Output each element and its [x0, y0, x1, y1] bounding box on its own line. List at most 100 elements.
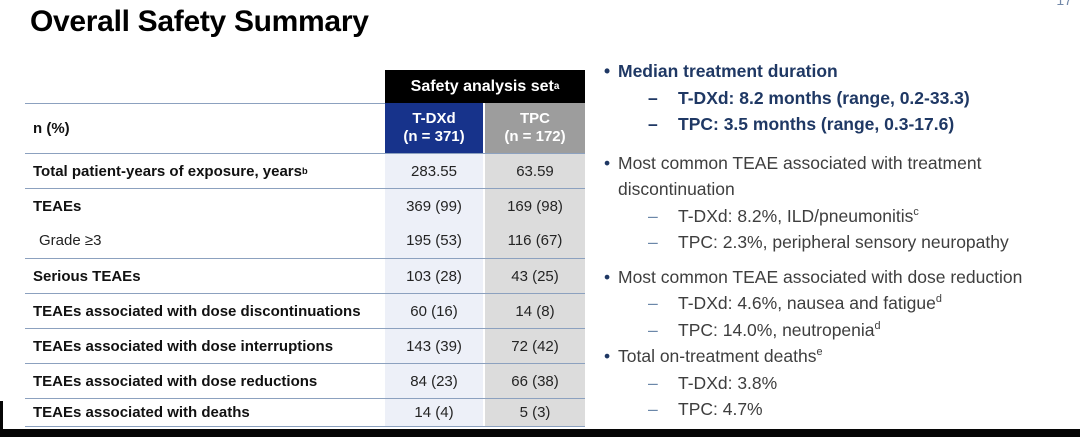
span-header-text: Safety analysis set: [410, 77, 554, 95]
sub-bullet: – TPC: 14.0%, neutropeniad: [604, 317, 1072, 344]
bullet-group-on-treatment-deaths: • Total on-treatment deathse – T-DXd: 3.…: [604, 343, 1072, 423]
cell-tpc: 72 (42): [483, 329, 585, 363]
sub-text: T-DXd: 8.2%, ILD/pneumonitis: [678, 205, 914, 226]
sub-bullet-text: TPC: 14.0%, neutropeniad: [678, 317, 881, 344]
sub-text: T-DXd: 4.6%, nausea and fatigue: [678, 293, 936, 313]
sub-bullet: – TPC: 2.3%, peripheral sensory neuropat…: [604, 229, 1072, 256]
cell-tpc: 66 (38): [483, 364, 585, 398]
dash-icon: –: [648, 319, 658, 340]
bullet-text: Most common TEAE associated with dose re…: [618, 266, 1023, 287]
sub-text: TPC: 14.0%, neutropenia: [678, 319, 875, 340]
cell-tdxd: 143 (39): [385, 329, 483, 363]
table-row: TEAEs 369 (99) 169 (98): [25, 188, 585, 223]
sub-bullet-text: T-DXd: 8.2%, ILD/pneumonitisc: [678, 203, 919, 230]
cell-tdxd: 84 (23): [385, 364, 483, 398]
sub-bullet-text: T-DXd: 4.6%, nausea and fatigued: [678, 290, 942, 317]
bullet-text: Total on-treatment deaths: [618, 346, 817, 366]
sub-bullet: – T-DXd: 8.2%, ILD/pneumonitisc: [604, 203, 1072, 230]
bullet-group-teae-discontinuation: • Most common TEAE associated with treat…: [604, 150, 1072, 256]
bullet-text: Most common TEAE associated with treatme…: [618, 152, 982, 200]
table-header-row: n (%) T-DXd (n = 371) TPC (n = 172): [25, 103, 585, 153]
cell-tpc: 116 (67): [483, 223, 585, 258]
sub-bullet-text: TPC: 2.3%, peripheral sensory neuropathy: [678, 229, 1009, 256]
cell-tdxd: 283.55: [385, 154, 483, 188]
sub-footnote: d: [935, 293, 942, 306]
dash-icon: –: [648, 205, 658, 226]
bullet-head: • Total on-treatment deathse: [604, 343, 1072, 370]
cell-tpc: 63.59: [483, 154, 585, 188]
table-row: TEAEs associated with dose interruptions…: [25, 328, 585, 363]
sub-bullet: – TPC: 3.5 months (range, 0.3-17.6): [604, 111, 1072, 138]
sub-bullet: – TPC: 4.7%: [604, 396, 1072, 423]
cell-tpc: 5 (3): [483, 399, 585, 426]
bullet-group-treatment-duration: • Median treatment duration – T-DXd: 8.2…: [604, 58, 1072, 138]
summary-bullets: • Median treatment duration – T-DXd: 8.2…: [604, 58, 1072, 423]
dash-icon: –: [648, 114, 658, 134]
column-n: (n = 172): [504, 128, 566, 145]
row-label-text: Serious TEAEs: [33, 267, 141, 285]
bullet-head-text: Most common TEAE associated with treatme…: [618, 150, 1072, 203]
table-row: Total patient-years of exposure, years b …: [25, 153, 585, 188]
column-name: TPC: [520, 110, 550, 127]
dash-icon: –: [648, 87, 658, 108]
bullet-group-teae-dose-reduction: • Most common TEAE associated with dose …: [604, 264, 1072, 344]
column-name: T-DXd: [412, 110, 456, 127]
row-label: Total patient-years of exposure, years b: [33, 162, 308, 180]
table-span-header: Safety analysis set a: [385, 70, 585, 103]
row-label-text: TEAEs associated with dose reductions: [33, 372, 318, 390]
slide-page-number: 17: [1056, 0, 1072, 8]
row-label: TEAEs associated with deaths: [25, 399, 385, 426]
sub-bullet: – T-DXd: 8.2 months (range, 0.2-33.3): [604, 85, 1072, 112]
sub-footnote: c: [913, 205, 919, 218]
dash-icon: –: [648, 232, 658, 252]
bullet-head-text: Median treatment duration: [618, 58, 1072, 85]
bullet-dot-icon: •: [604, 266, 611, 287]
sub-text: T-DXd: 3.8%: [678, 372, 778, 393]
sub-bullet: – T-DXd: 3.8%: [604, 370, 1072, 397]
column-header-tdxd: T-DXd (n = 371): [385, 103, 483, 153]
frame-left-edge-mark: [0, 401, 3, 431]
dash-icon: –: [648, 293, 658, 313]
sub-text: T-DXd: 8.2 months (range, 0.2-33.3): [678, 87, 970, 108]
bullet-text: Median treatment duration: [618, 61, 838, 81]
sub-bullet-text: T-DXd: 8.2 months (range, 0.2-33.3): [678, 85, 970, 112]
row-label: TEAEs: [25, 189, 385, 223]
cell-tpc: 43 (25): [483, 259, 585, 293]
table-row: Serious TEAEs 103 (28) 43 (25): [25, 258, 585, 293]
row-label-text: TEAEs associated with dose interruptions: [33, 337, 334, 355]
column-header-tpc: TPC (n = 172): [483, 103, 585, 153]
row-label-text: Total patient-years of exposure, years: [33, 162, 302, 180]
column-n: (n = 371): [403, 128, 465, 145]
table-row: TEAEs associated with dose reductions 84…: [25, 363, 585, 398]
cell-tdxd: 195 (53): [385, 223, 483, 258]
bullet-dot-icon: •: [604, 346, 611, 366]
bullet-footnote: e: [816, 346, 823, 359]
page-title: Overall Safety Summary: [30, 5, 369, 38]
bullet-head-text: Total on-treatment deathse: [618, 343, 1072, 370]
frame-bottom-bar: [0, 429, 1080, 437]
row-label: Grade ≥3: [25, 223, 385, 258]
row-label-text: TEAEs associated with dose discontinuati…: [33, 302, 361, 320]
bullet-head: • Most common TEAE associated with dose …: [604, 264, 1072, 291]
row-label: TEAEs associated with dose interruptions: [25, 329, 385, 363]
cell-tpc: 14 (8): [483, 294, 585, 328]
sub-text: TPC: 3.5 months (range, 0.3-17.6): [678, 114, 955, 134]
bullet-head: • Median treatment duration: [604, 58, 1072, 85]
sub-bullet-text: TPC: 3.5 months (range, 0.3-17.6): [678, 111, 954, 138]
dash-icon: –: [648, 372, 658, 393]
row-label-text: Grade ≥3: [39, 232, 102, 249]
table-row: TEAEs associated with dose discontinuati…: [25, 293, 585, 328]
bullet-dot-icon: •: [604, 152, 611, 173]
safety-summary-table: Safety analysis set a n (%) T-DXd (n = 37…: [25, 70, 585, 427]
row-label-text: TEAEs: [33, 197, 82, 215]
cell-tdxd: 369 (99): [385, 189, 483, 223]
cell-tpc: 169 (98): [483, 189, 585, 223]
sub-text: TPC: 4.7%: [678, 399, 763, 419]
table-row: TEAEs associated with deaths 14 (4) 5 (3…: [25, 398, 585, 427]
sub-bullet: – T-DXd: 4.6%, nausea and fatigued: [604, 290, 1072, 317]
bullet-head: • Most common TEAE associated with treat…: [604, 150, 1072, 203]
dash-icon: –: [648, 399, 658, 419]
row-label: TEAEs associated with dose reductions: [25, 364, 385, 398]
corner-label: n (%): [25, 103, 385, 153]
bullet-head-text: Most common TEAE associated with dose re…: [618, 264, 1072, 291]
